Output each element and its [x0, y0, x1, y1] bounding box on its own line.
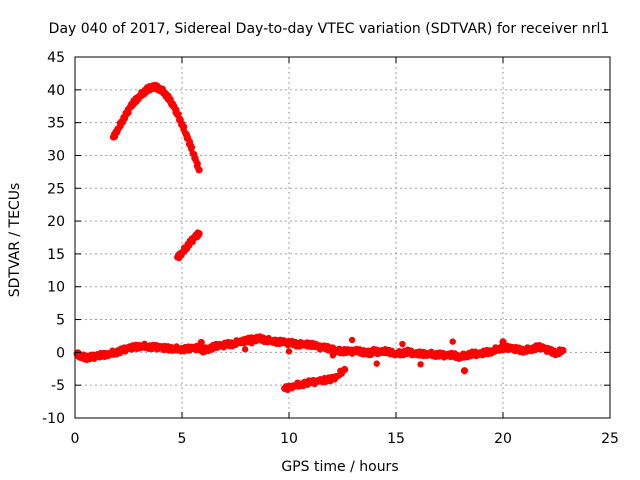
data-point-fill — [285, 348, 293, 355]
x-tick-label: 25 — [601, 431, 619, 447]
data-point-fill — [329, 352, 337, 359]
data-point-fill — [399, 340, 406, 348]
data-point — [341, 365, 349, 374]
series-upper-arc — [109, 81, 203, 174]
data-point-fill — [373, 360, 380, 367]
data-point — [195, 229, 203, 238]
y-tick-label: -5 — [51, 378, 65, 394]
data-point-fill — [180, 123, 188, 131]
x-tick-label: 10 — [280, 431, 298, 447]
y-axis-label: SDTVAR / TECUs — [7, 183, 23, 298]
x-tick-labels: 0 5 10 15 20 25 — [71, 431, 619, 447]
y-tick-label: 40 — [47, 83, 65, 99]
y-tick-label: 15 — [47, 247, 65, 263]
x-tick-label: 5 — [178, 431, 187, 447]
y-tick-labels: -10 -5 0 5 10 15 20 25 30 35 40 45 — [42, 50, 65, 427]
plot-border — [74, 56, 611, 419]
data-point-fill — [241, 346, 249, 353]
x-tick-label: 0 — [71, 431, 80, 447]
data-point-fill — [248, 340, 255, 347]
data-point — [195, 166, 203, 174]
y-tick-label: 25 — [47, 181, 65, 197]
x-tick-label: 20 — [494, 431, 512, 447]
data-point-fill — [188, 144, 196, 151]
series-isolated-points — [197, 336, 507, 375]
x-tick-label: 15 — [387, 431, 405, 447]
data-point — [460, 367, 469, 375]
chart-title: Day 040 of 2017, Sidereal Day-to-day VTE… — [49, 21, 610, 37]
series-middle-segment — [174, 229, 203, 262]
series-main-trace — [73, 333, 567, 363]
data-point — [559, 346, 567, 354]
data-point-fill — [417, 361, 424, 368]
data-points — [73, 81, 567, 394]
y-tick-label: 45 — [47, 50, 65, 66]
series-lower-segment — [281, 365, 349, 394]
y-tick-label: 30 — [47, 148, 65, 164]
y-tick-label: 20 — [47, 214, 65, 230]
data-point-fill — [298, 340, 306, 347]
y-tick-label: 0 — [56, 345, 65, 361]
data-point — [197, 338, 205, 347]
data-point-fill — [348, 336, 356, 344]
data-point — [499, 338, 507, 346]
axis-ticks — [74, 56, 611, 419]
y-tick-label: -10 — [42, 411, 65, 427]
y-tick-label: 10 — [47, 280, 65, 296]
data-point-fill — [194, 160, 201, 167]
data-point-fill — [449, 338, 456, 345]
y-tick-label: 5 — [56, 313, 65, 329]
y-tick-label: 35 — [47, 116, 65, 132]
x-axis-label: GPS time / hours — [281, 459, 398, 475]
